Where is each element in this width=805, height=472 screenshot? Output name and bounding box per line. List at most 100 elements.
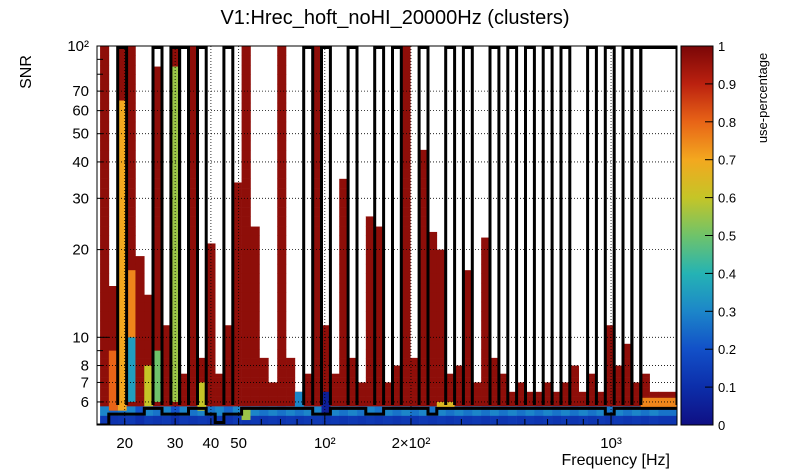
heatmap-cell xyxy=(144,330,154,341)
y-axis-label: SNR xyxy=(18,55,35,89)
heatmap-cell xyxy=(365,349,376,359)
heatmap-cell xyxy=(481,415,491,425)
heatmap-cell xyxy=(241,188,251,198)
heatmap-cell xyxy=(108,320,119,331)
heatmap-cell xyxy=(277,226,287,236)
heatmap-cell xyxy=(188,93,198,104)
heatmap-cell xyxy=(339,188,349,198)
heatmap-cell xyxy=(339,396,349,407)
heatmap-cell xyxy=(250,406,260,416)
heatmap-cell xyxy=(277,216,287,227)
heatmap-cell xyxy=(454,406,464,416)
heatmap-cell xyxy=(232,415,242,425)
heatmap-cell xyxy=(152,207,163,217)
heatmap-cell xyxy=(250,320,260,331)
heatmap-cell xyxy=(436,273,446,284)
heatmap-cell xyxy=(277,330,287,341)
heatmap-cell xyxy=(392,387,402,397)
colorbar-tick-label: 0.5 xyxy=(718,229,736,244)
heatmap-cell xyxy=(419,282,429,293)
heatmap-cell xyxy=(481,311,491,322)
heatmap-cell xyxy=(241,150,251,160)
heatmap-cell xyxy=(339,292,349,303)
heatmap-cell xyxy=(162,358,172,369)
heatmap-cell xyxy=(286,377,296,388)
heatmap-cell xyxy=(631,387,642,397)
heatmap-cell xyxy=(232,358,242,369)
heatmap-cell xyxy=(197,368,207,378)
heatmap-cell xyxy=(162,339,172,350)
heatmap-cell xyxy=(152,292,163,303)
heatmap-cell xyxy=(232,263,242,274)
heatmap-cell xyxy=(241,131,251,142)
heatmap-cell xyxy=(498,373,509,378)
heatmap-cell xyxy=(445,406,455,416)
heatmap-cell xyxy=(188,368,198,378)
heatmap-cell xyxy=(516,415,526,425)
heatmap-cell xyxy=(144,349,154,359)
heatmap-cell xyxy=(481,292,491,303)
heatmap-cell xyxy=(312,282,322,293)
heatmap-cell xyxy=(223,368,234,378)
heatmap-cell xyxy=(126,244,136,255)
heatmap-cell xyxy=(436,396,446,407)
heatmap-cell xyxy=(490,396,500,407)
heatmap-cell xyxy=(241,396,251,407)
heatmap-cell xyxy=(152,273,163,284)
heatmap-cell xyxy=(401,93,411,104)
heatmap-cell xyxy=(241,387,251,397)
heatmap-cell xyxy=(463,273,473,284)
colorbar-tick-label: 0.4 xyxy=(718,266,736,281)
heatmap-cell xyxy=(365,387,376,397)
heatmap-cell xyxy=(410,387,420,397)
heatmap-cell xyxy=(498,396,509,407)
heatmap-cell xyxy=(232,188,242,198)
heatmap-cell xyxy=(649,415,659,425)
heatmap-cell xyxy=(401,159,411,170)
heatmap-cell xyxy=(162,387,172,397)
heatmap-cell xyxy=(401,292,411,303)
heatmap-cell xyxy=(365,339,376,350)
heatmap-cell xyxy=(250,226,260,236)
heatmap-cell xyxy=(277,377,287,388)
heatmap-cell xyxy=(498,387,509,397)
heatmap-cell xyxy=(419,159,429,170)
heatmap-cell xyxy=(365,282,376,293)
heatmap-cell xyxy=(427,339,438,350)
heatmap-cell xyxy=(614,415,624,425)
heatmap-cell xyxy=(463,270,473,274)
heatmap-cell xyxy=(507,406,517,416)
contour-box xyxy=(541,46,554,405)
heatmap-cell xyxy=(152,188,163,198)
heatmap-cell xyxy=(100,83,110,94)
heatmap-cell xyxy=(241,330,251,341)
contour-box xyxy=(524,46,536,405)
heatmap-cell xyxy=(162,396,172,407)
y-tick-label: 7 xyxy=(81,374,89,391)
heatmap-cell xyxy=(419,292,429,303)
heatmap-cell xyxy=(401,330,411,341)
heatmap-cell xyxy=(277,74,287,85)
heatmap-cell xyxy=(100,349,110,359)
heatmap-cell xyxy=(152,150,163,160)
heatmap-cell xyxy=(312,330,322,341)
heatmap-cell xyxy=(419,415,429,425)
heatmap-cell xyxy=(401,311,411,322)
heatmap-cell xyxy=(419,254,429,265)
heatmap-cell xyxy=(658,406,677,416)
heatmap-cell xyxy=(357,415,367,425)
heatmap-cell xyxy=(126,83,136,94)
heatmap-cell xyxy=(126,102,136,113)
heatmap-cell xyxy=(277,263,287,274)
colorbar-tick-label: 0.7 xyxy=(718,153,736,168)
heatmap-cell xyxy=(286,368,296,378)
heatmap-cell xyxy=(188,292,198,303)
heatmap-cell xyxy=(277,159,287,170)
heatmap-cell xyxy=(365,273,376,284)
heatmap-patch xyxy=(126,270,136,338)
heatmap-cell xyxy=(419,263,429,274)
heatmap-cell xyxy=(277,339,287,350)
heatmap-cell xyxy=(152,263,163,274)
heatmap-cell xyxy=(419,387,429,397)
heatmap-cell xyxy=(303,387,313,397)
